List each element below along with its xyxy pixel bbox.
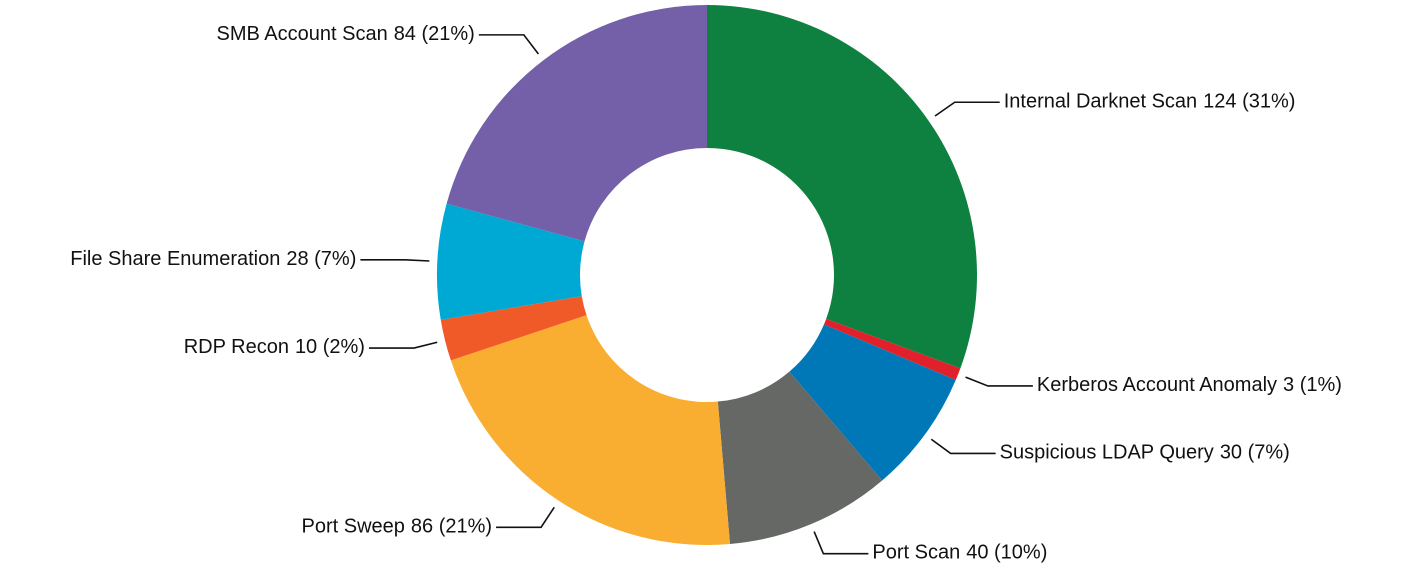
- category-name: Port Sweep: [302, 516, 405, 538]
- category-name: Kerberos Account Anomaly: [1037, 374, 1277, 396]
- value-label: 28 (7%): [286, 248, 356, 270]
- slice: [440, 296, 587, 361]
- slice-label: File Share Enumeration 28 (7%): [70, 248, 356, 270]
- leader-line: [360, 258, 430, 262]
- category-name: RDP Recon: [184, 336, 289, 358]
- slice-label: Suspicious LDAP Query 30 (7%): [1000, 442, 1290, 464]
- value-label: 30 (7%): [1220, 442, 1290, 464]
- leader-line: [813, 531, 869, 555]
- slice-label: Port Sweep 86 (21%): [302, 516, 493, 538]
- category-name: File Share Enumeration: [70, 248, 280, 270]
- category-name: Internal Darknet Scan: [1004, 91, 1197, 113]
- slice: [717, 371, 883, 545]
- leader-line: [930, 438, 996, 455]
- slice-label: Kerberos Account Anomaly 3 (1%): [1037, 374, 1342, 396]
- leader-line: [478, 34, 540, 55]
- slice-label: RDP Recon 10 (2%): [184, 336, 365, 358]
- value-label: 3 (1%): [1283, 374, 1342, 396]
- value-label: 86 (21%): [411, 516, 492, 538]
- slice: [436, 203, 585, 320]
- slice: [450, 315, 731, 545]
- slice-label: Internal Darknet Scan 124 (31%): [1004, 91, 1296, 113]
- leader-line: [368, 341, 438, 349]
- slice-label: SMB Account Scan 84 (21%): [216, 23, 474, 45]
- slice: [824, 318, 961, 381]
- category-name: Port Scan: [872, 542, 960, 564]
- value-label: 84 (21%): [394, 23, 475, 45]
- category-name: Suspicious LDAP Query: [1000, 442, 1214, 464]
- slice: [446, 5, 707, 242]
- value-label: 10 (2%): [295, 336, 365, 358]
- slice: [707, 5, 977, 369]
- value-label: 40 (10%): [966, 542, 1047, 564]
- leader-line: [934, 101, 1000, 117]
- slice-label: Port Scan 40 (10%): [872, 542, 1047, 564]
- category-name: SMB Account Scan: [216, 23, 387, 45]
- slice: [789, 324, 956, 481]
- value-label: 124 (31%): [1203, 91, 1295, 113]
- leader-line: [965, 376, 1033, 387]
- leader-line: [496, 506, 555, 529]
